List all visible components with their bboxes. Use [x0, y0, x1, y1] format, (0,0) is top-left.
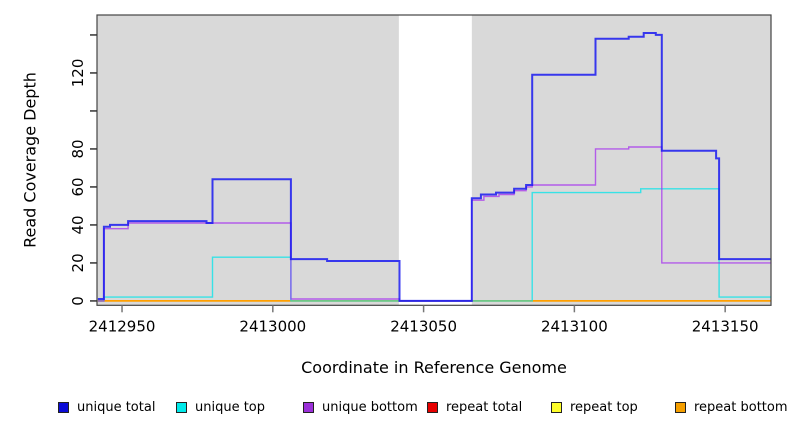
legend-item: unique total: [58, 400, 155, 415]
legend-label: repeat bottom: [694, 400, 788, 415]
legend-swatch-icon: [58, 402, 69, 413]
plot-frame: [96, 14, 772, 306]
legend-item: repeat total: [427, 400, 522, 415]
legend: unique total unique top unique bottom repea…: [0, 400, 792, 422]
x-axis-title: Coordinate in Reference Genome: [301, 358, 567, 377]
y-tick-label: 20: [69, 253, 87, 272]
x-tick-label: 2413100: [541, 317, 608, 335]
legend-label: repeat top: [570, 400, 638, 415]
x-tick-label: 2413050: [390, 317, 457, 335]
legend-item: unique bottom: [303, 400, 418, 415]
series-line-unique-top: [97, 188, 771, 302]
x-tick-label: 2413150: [692, 317, 759, 335]
legend-item: repeat bottom: [675, 400, 788, 415]
plot-background-band: [471, 15, 771, 306]
x-tick-label: 2412950: [89, 317, 156, 335]
legend-label: unique bottom: [322, 400, 418, 415]
legend-label: unique top: [195, 400, 266, 415]
coverage-plot: 2412950 2413000 2413050 2413100 2413150 0 20 40…: [69, 14, 772, 335]
legend-item: repeat top: [551, 400, 638, 415]
series-line-unique-bottom: [97, 146, 771, 302]
legend-swatch-icon: [303, 402, 314, 413]
x-tick-label: 2413000: [239, 317, 306, 335]
y-tick-label: 40: [69, 215, 87, 234]
legend-swatch-icon: [176, 402, 187, 413]
y-tick-label: 120: [69, 59, 87, 88]
legend-label: repeat total: [446, 400, 523, 415]
legend-item: unique top: [176, 400, 265, 415]
legend-swatch-icon: [427, 402, 438, 413]
legend-label: unique total: [77, 400, 156, 415]
y-tick-label: 60: [69, 177, 87, 196]
y-tick-label: 0: [69, 296, 87, 306]
legend-swatch-icon: [551, 402, 562, 413]
legend-swatch-icon: [675, 402, 686, 413]
y-tick-label: 80: [69, 139, 87, 158]
series-line-unique-total: [97, 32, 771, 302]
y-axis-title: Read Coverage Depth: [20, 72, 40, 248]
